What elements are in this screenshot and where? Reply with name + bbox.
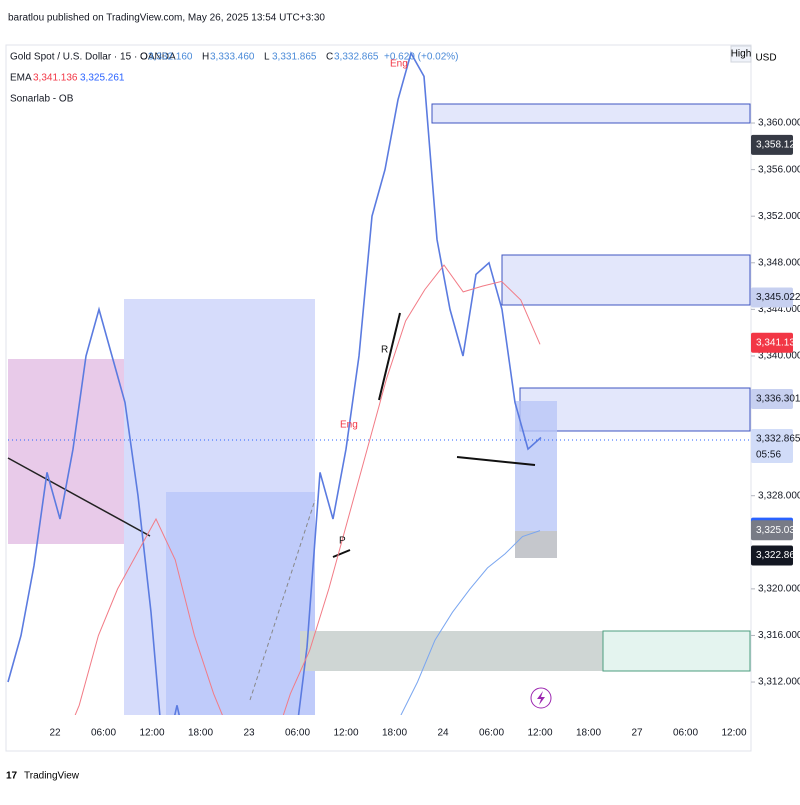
- annotation: Eng: [390, 59, 408, 70]
- zone: [431, 103, 751, 124]
- legend-indicator: Sonarlab - OB: [10, 94, 74, 105]
- ema-red: [74, 264, 541, 715]
- zone: [300, 631, 603, 671]
- plot: [7, 51, 542, 715]
- price-badge: [751, 389, 793, 410]
- ohlc-change: +0.620 (+0.02%): [384, 52, 459, 63]
- y-tick-label: 3,352.000: [758, 211, 800, 222]
- x-tick-label: 06:00: [673, 728, 698, 739]
- ohlc-value: 3,333.460: [210, 52, 255, 63]
- y-tick-label: 3,360.000: [758, 118, 800, 129]
- x-tick-label: 24: [437, 728, 449, 739]
- ohlc-label: L: [264, 52, 270, 63]
- price-badge: [751, 429, 793, 464]
- footer-logo: 17: [6, 771, 18, 782]
- legend-ohlc: O 3,332.160 H 3,333.460 L 3,331.865 C 3,332.865…: [140, 52, 459, 63]
- zone: [501, 254, 751, 306]
- price-badge: [751, 134, 793, 155]
- y-tick-label: 3,320.000: [758, 584, 800, 595]
- x-tick-label: 06:00: [479, 728, 504, 739]
- ohlc-label: C: [326, 52, 333, 63]
- price-badge: [751, 287, 793, 308]
- x-tick-label: 12:00: [333, 728, 358, 739]
- price-badge: [751, 332, 793, 353]
- y-tick-label: 3,356.000: [758, 164, 800, 175]
- zone: [166, 492, 315, 715]
- high-button[interactable]: [730, 45, 752, 63]
- price-badge-label: 3,336.301: [756, 394, 800, 405]
- ema-blue: [400, 530, 541, 715]
- price-badge-label: 3,341.136: [756, 337, 800, 348]
- price-badge: [751, 520, 793, 541]
- price-badge-label: 3,358.125: [756, 140, 800, 151]
- x-tick-label: 27: [631, 728, 643, 739]
- trend-line: [332, 549, 351, 558]
- ohlc-value: 3,332.160: [148, 52, 193, 63]
- y-tick-label: 3,316.000: [758, 630, 800, 641]
- x-tick-label: 12:00: [721, 728, 746, 739]
- legend-symbol: Gold Spot / U.S. Dollar · 15 · OANDA: [10, 52, 176, 63]
- legend-ema-value: 3,341.136: [33, 73, 78, 84]
- x-tick-label: 06:00: [91, 728, 116, 739]
- trend-line: [7, 457, 151, 537]
- y-tick-label: 3,312.000: [758, 677, 800, 688]
- published-header: baratlou published on TradingView.com, M…: [8, 13, 325, 24]
- ohlc-label: O: [140, 52, 148, 63]
- annotation: Eng: [340, 420, 358, 431]
- y-tick-label: 3,328.000: [758, 490, 800, 501]
- x-tick-label: 18:00: [576, 728, 601, 739]
- trend-line: [456, 456, 536, 466]
- y-tick-label: 3,344.000: [758, 304, 800, 315]
- price-badge: [751, 545, 793, 566]
- zone: [602, 630, 751, 672]
- y-tick-label: 3,348.000: [758, 257, 800, 268]
- price-axis: 3,360.000 3,356.000 3,352.000 3,348.000 3,34…: [751, 118, 800, 688]
- annotation: P: [339, 536, 346, 547]
- x-tick-label: 18:00: [188, 728, 213, 739]
- zone: [515, 531, 557, 558]
- price-badge-label: 3,332.865: [756, 434, 800, 445]
- event-icon[interactable]: [530, 687, 552, 709]
- legend-ema: EMA: [10, 73, 32, 84]
- annotation: R: [381, 345, 388, 356]
- price-badge-label: 3,345.022: [756, 292, 800, 303]
- currency-label[interactable]: USD: [755, 53, 776, 64]
- x-tick-label: 12:00: [139, 728, 164, 739]
- trend-line: [378, 312, 401, 401]
- zone: [519, 387, 751, 432]
- footer-brand: TradingView: [24, 771, 80, 782]
- x-tick-label: 18:00: [382, 728, 407, 739]
- price-badge-label: 3,325.032: [756, 525, 800, 536]
- ohlc-value: 3,332.865: [334, 52, 379, 63]
- event-bolt: [537, 691, 545, 705]
- zone: [8, 359, 124, 544]
- x-tick-label: 23: [243, 728, 255, 739]
- legend-ema-value: 3,325.261: [80, 73, 125, 84]
- high-label[interactable]: High: [731, 49, 752, 60]
- x-tick-label: 22: [49, 728, 61, 739]
- price-badge-label: 3,322.866: [756, 550, 800, 561]
- x-tick-label: 12:00: [527, 728, 552, 739]
- projection: [249, 499, 316, 701]
- price: [7, 51, 542, 715]
- countdown: 05:56: [756, 450, 781, 461]
- zone: [515, 401, 557, 531]
- y-tick-label: 3,340.000: [758, 351, 800, 362]
- ohlc-label: H: [202, 52, 209, 63]
- x-tick-label: 06:00: [285, 728, 310, 739]
- zones: [7, 103, 751, 715]
- ohlc-value: 3,331.865: [272, 52, 317, 63]
